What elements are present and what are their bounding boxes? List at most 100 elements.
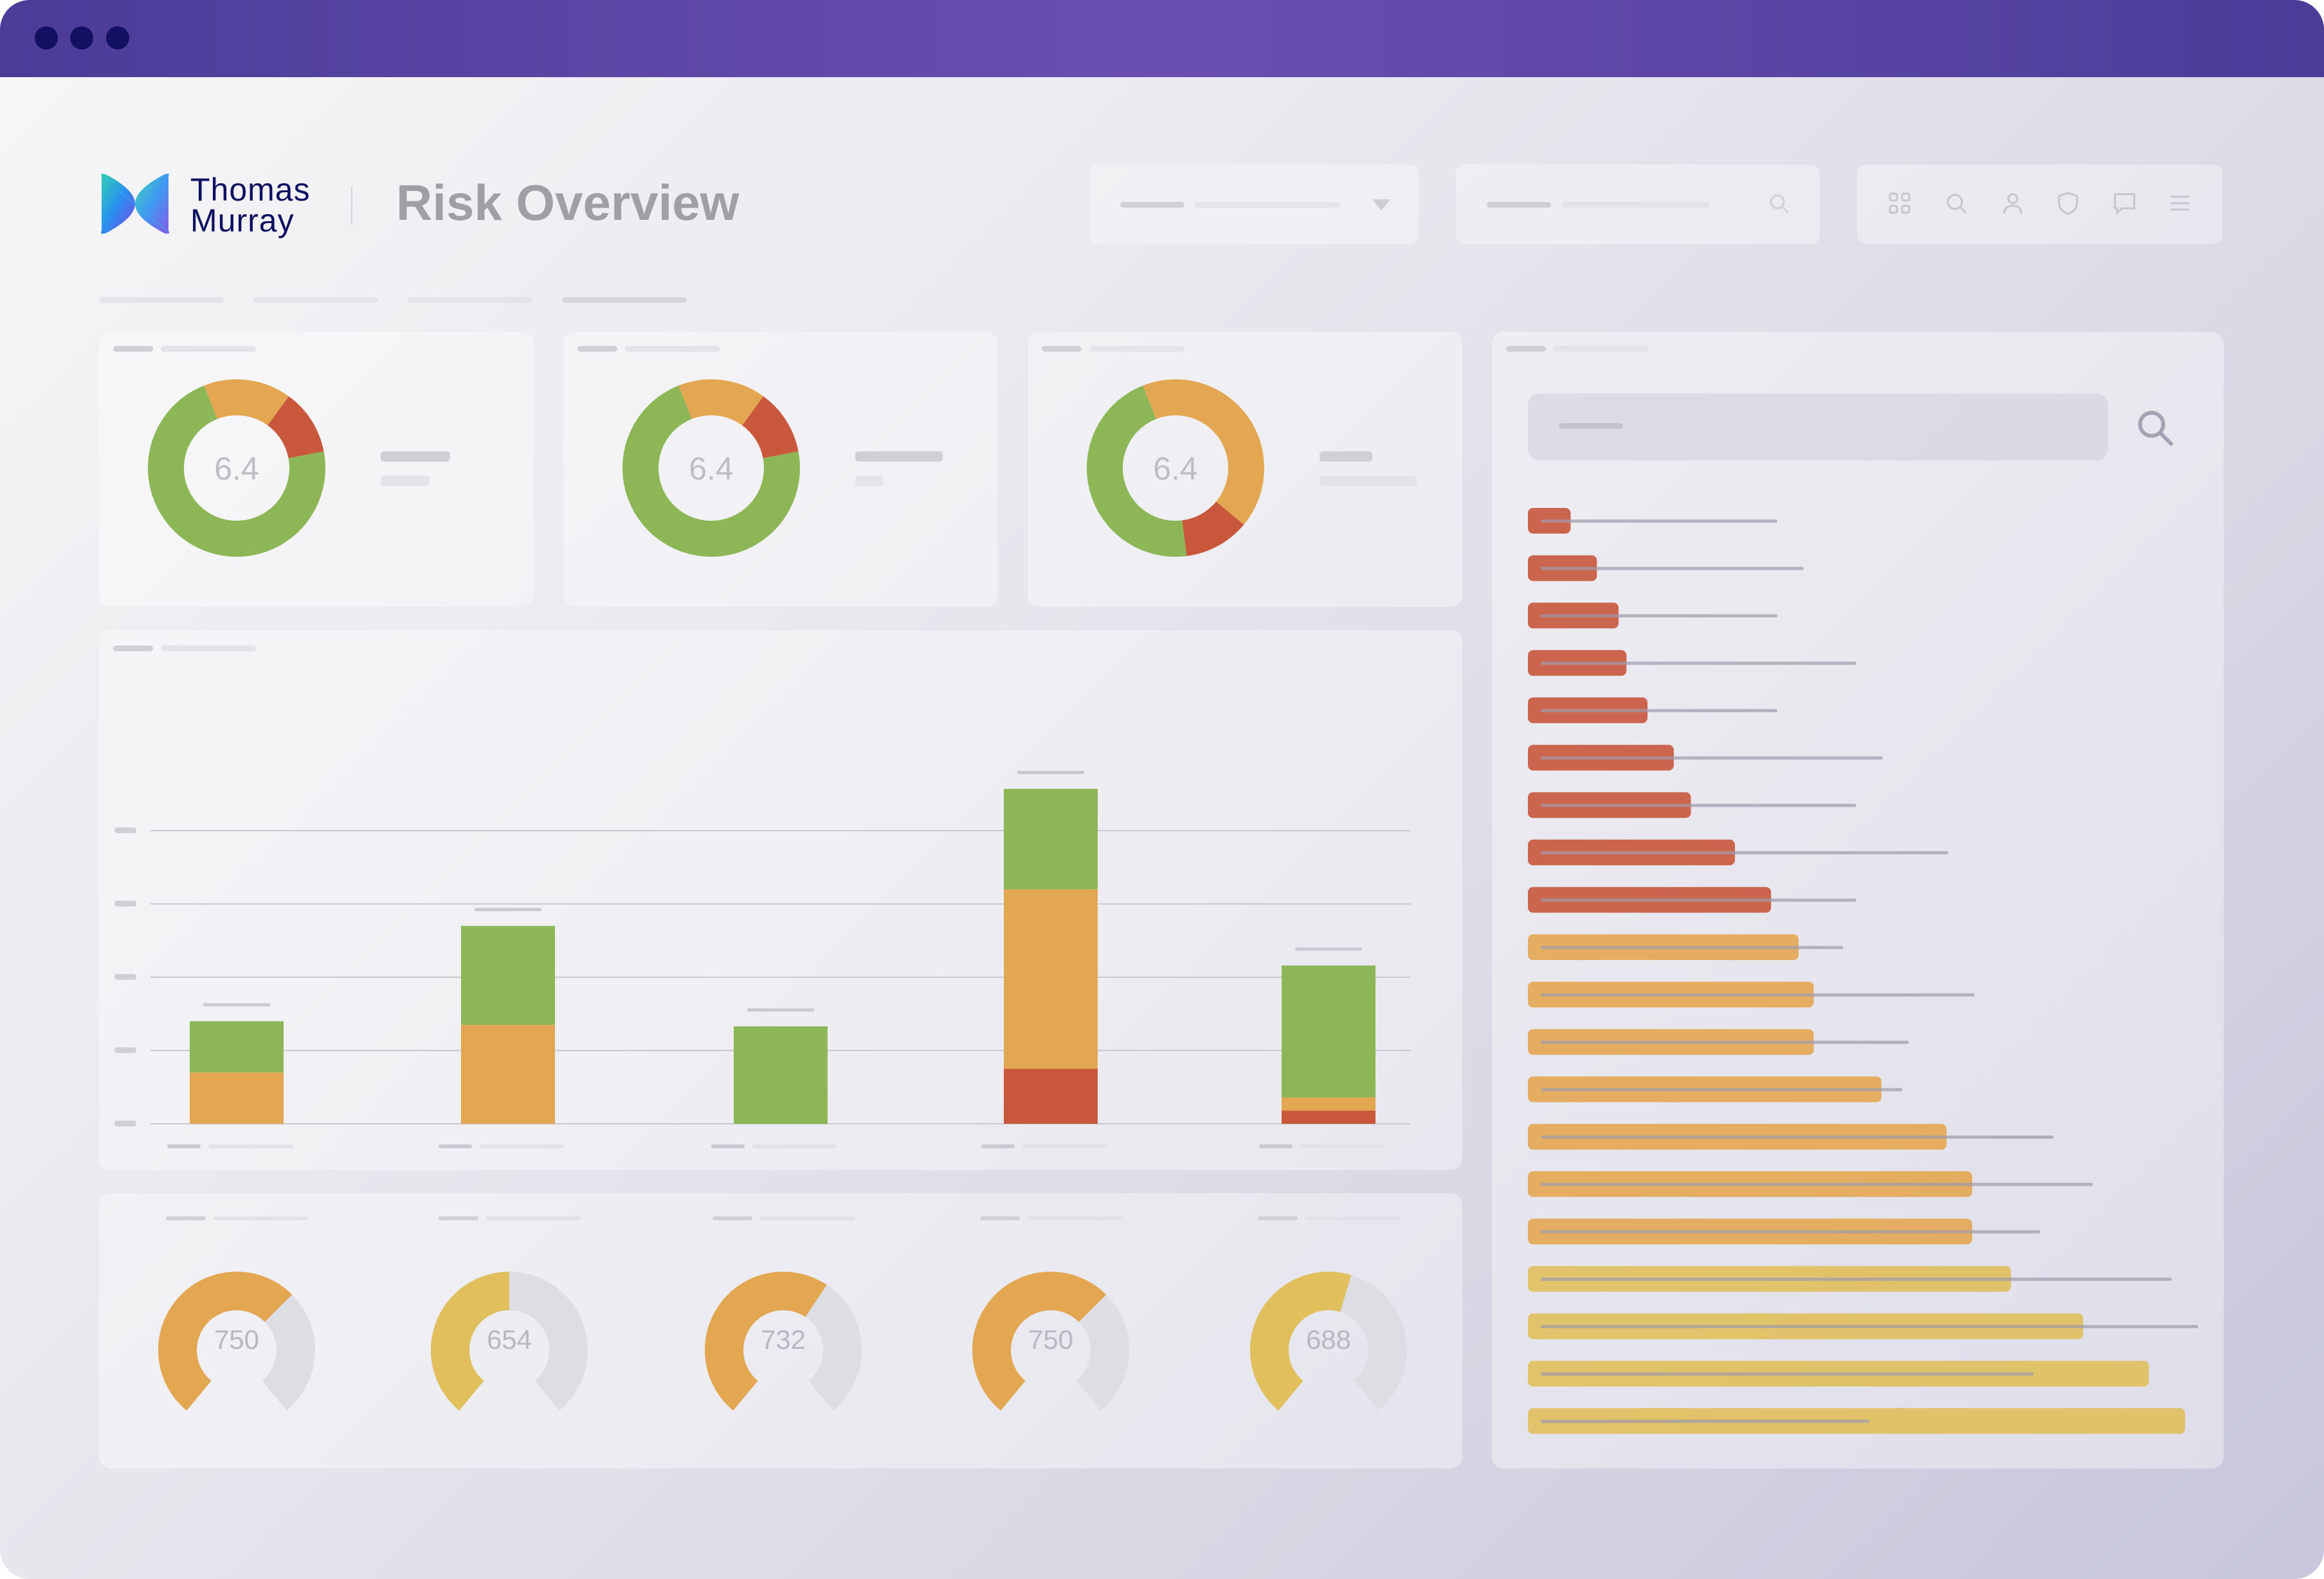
header-search-input[interactable] [1456, 165, 1820, 244]
bar-segment-orange[interactable] [461, 1025, 555, 1124]
bar-segment-orange[interactable] [1004, 889, 1098, 1069]
gauge-fill [972, 1272, 1107, 1411]
window-dot-minimize[interactable] [70, 26, 93, 50]
breadcrumb-item[interactable] [408, 297, 532, 303]
user-icon[interactable] [2000, 190, 2026, 216]
score-value: 6.4 [214, 451, 259, 487]
gauge-label [166, 1216, 206, 1220]
x-tick-label [711, 1144, 745, 1148]
risk-bar-label [1541, 566, 1804, 570]
score-card[interactable]: 6.4 [1028, 332, 1462, 607]
search-icon[interactable] [1943, 190, 1969, 216]
x-tick-label [1259, 1144, 1293, 1148]
x-tick-label-secondary [752, 1144, 837, 1148]
gauge-row [158, 1216, 1407, 1411]
bar-segment-orange[interactable] [190, 1072, 284, 1124]
bar-segment-red[interactable] [1282, 1110, 1375, 1124]
window-dot-close[interactable] [35, 26, 58, 50]
brand-name-line1: Thomas [190, 172, 311, 208]
donut-segment-red [1181, 501, 1244, 556]
breadcrumb-item-current [562, 297, 687, 303]
chat-icon[interactable] [2112, 190, 2138, 216]
y-tick-label [114, 901, 136, 907]
breadcrumb [99, 296, 691, 305]
bar-segment-green[interactable] [461, 926, 555, 1025]
filter-dropdown[interactable] [1089, 165, 1419, 244]
bar-segment-green[interactable] [190, 1021, 284, 1073]
brand-logo[interactable] [96, 170, 174, 237]
donut-segment-green [148, 385, 325, 557]
risk-bar-label [1541, 1182, 2093, 1186]
gauge [705, 1272, 862, 1411]
risk-search-input[interactable] [1528, 393, 2108, 460]
risk-bar-label [1541, 708, 1777, 712]
risk-bar-label [1541, 1040, 1909, 1044]
gauge [1250, 1272, 1407, 1411]
risk-list-panel [1492, 332, 2224, 1468]
risk-bar-label [1541, 1088, 1903, 1092]
y-tick-label [114, 1047, 136, 1053]
bar-segment-red[interactable] [1004, 1069, 1098, 1124]
header-divider [351, 186, 352, 225]
gauge-label-secondary [760, 1216, 855, 1220]
donut-segment-orange [678, 379, 764, 426]
risk-bar-label [1541, 993, 1975, 997]
score-donut-chart [622, 379, 800, 557]
risk-bar-label [1541, 1420, 1869, 1423]
bar-segment-green[interactable] [1004, 789, 1098, 890]
menu-icon[interactable] [2167, 190, 2193, 216]
risk-bar-label [1541, 946, 1844, 950]
score-card[interactable]: 6.4 [563, 332, 998, 607]
risk-bar-label [1541, 1324, 2198, 1328]
breadcrumb-item[interactable] [99, 297, 224, 303]
bar-total-label [747, 1008, 814, 1012]
gauge-label-secondary [213, 1216, 309, 1220]
stacked-bar-chart [114, 771, 1411, 1148]
bar-segment-green[interactable] [734, 1026, 828, 1124]
grid-icon[interactable] [1887, 190, 1912, 216]
page-title: Risk Overview [396, 174, 740, 231]
bar-segment-orange[interactable] [1282, 1097, 1375, 1111]
shield-icon[interactable] [2055, 190, 2081, 216]
gauge-label [713, 1216, 752, 1220]
bar-segment-green[interactable] [1282, 965, 1375, 1097]
risk-bar-label [1541, 1372, 2034, 1376]
gauge-label [980, 1216, 1020, 1220]
thomas-murray-logo-icon [100, 174, 170, 234]
stacked-bar-chart-card [99, 630, 1462, 1170]
bar-total-label [203, 1003, 270, 1007]
gauge-label [439, 1216, 478, 1220]
gauge-value: 750 [1028, 1324, 1074, 1355]
risk-bar-label [1541, 756, 1883, 760]
toolbar [1857, 165, 2222, 244]
donut-segment-orange [1143, 379, 1264, 525]
gauge-value: 688 [1305, 1324, 1352, 1355]
gauge-fill [705, 1272, 827, 1411]
donut-segment-red [267, 396, 324, 459]
gauge-label-secondary [1028, 1216, 1123, 1220]
breadcrumb-item[interactable] [253, 297, 378, 303]
search-icon[interactable] [2135, 408, 2176, 449]
gauge [158, 1272, 315, 1411]
window-dot-maximize[interactable] [106, 26, 129, 50]
risk-bar-label [1541, 614, 1777, 618]
y-tick-label [114, 1121, 136, 1126]
gauges-card: 750 654 732 750 688 [99, 1193, 1462, 1468]
gauge-fill [431, 1272, 511, 1411]
score-card[interactable]: 6.4 [99, 332, 534, 607]
gauge-value: 654 [486, 1324, 532, 1355]
bar-total-label [475, 908, 541, 912]
risk-bar-label [1541, 898, 1856, 902]
gauge-fill [158, 1272, 293, 1411]
gauge [972, 1272, 1129, 1411]
gauge-value: 750 [213, 1324, 260, 1355]
score-value: 6.4 [1153, 451, 1198, 487]
score-value: 6.4 [689, 451, 734, 487]
score-donut-chart [1087, 379, 1264, 557]
x-tick-label-secondary [1022, 1144, 1107, 1148]
search-icon [1770, 194, 1790, 214]
x-tick-label [439, 1144, 472, 1148]
x-tick-label-secondary [208, 1144, 293, 1148]
score-donut-chart [148, 379, 325, 557]
